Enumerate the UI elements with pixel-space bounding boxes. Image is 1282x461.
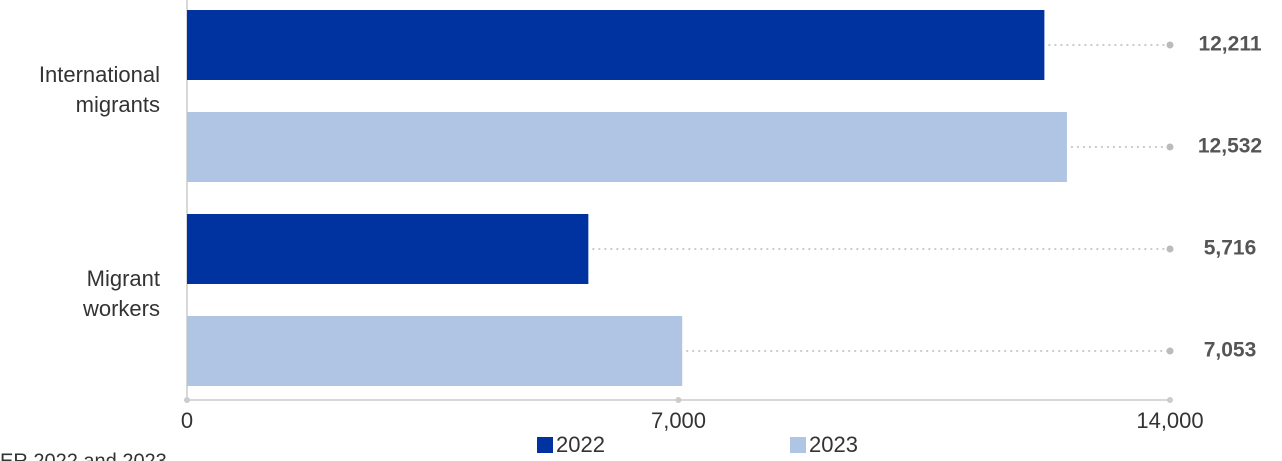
bar — [187, 214, 589, 284]
leader-dot — [1166, 245, 1174, 253]
note: ER 2022 and 2023 — [0, 450, 167, 461]
legend-swatch — [790, 437, 806, 453]
legend-swatch — [537, 437, 553, 453]
leader-dot — [1166, 143, 1174, 151]
category-label: Migrant workers — [82, 266, 160, 321]
bar — [187, 112, 1067, 182]
bar — [187, 10, 1045, 80]
x-tick — [675, 397, 682, 403]
category-label: International migrants — [38, 62, 160, 117]
x-tick-label: 14,000 — [1136, 408, 1203, 433]
legend-label: 2022 — [556, 432, 605, 457]
legend-label: 2023 — [809, 432, 858, 457]
bar — [187, 316, 683, 386]
value-label: 7,053 — [1204, 339, 1257, 362]
value-label: 5,716 — [1204, 237, 1257, 260]
value-label: 12,211 — [1198, 33, 1261, 56]
value-label: 12,532 — [1198, 135, 1262, 158]
leader-dot — [1166, 41, 1174, 49]
x-tick-label: 7,000 — [651, 408, 706, 433]
x-tick — [1167, 397, 1173, 403]
x-tick — [184, 397, 190, 403]
x-tick-label: 0 — [181, 408, 193, 433]
leader-dot — [1166, 347, 1174, 355]
